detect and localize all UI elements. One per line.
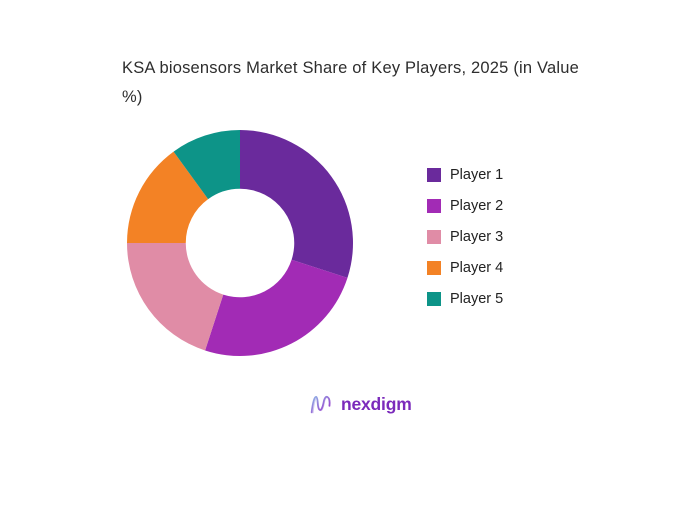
nexdigm-logo: nexdigm (308, 391, 412, 418)
donut-chart-svg (127, 130, 353, 356)
legend-swatch (427, 168, 441, 182)
legend-item-player-2: Player 2 (427, 198, 504, 214)
legend-label: Player 2 (450, 198, 504, 214)
chart-title: KSA biosensors Market Share of Key Playe… (122, 59, 580, 106)
nexdigm-logo-text: nexdigm (341, 394, 412, 414)
chart-legend: Player 1 Player 2 Player 3 Player 4 Player 5 (427, 167, 504, 323)
donut-slice-player-1 (240, 130, 353, 278)
donut-slice-player-2 (205, 259, 348, 356)
legend-item-player-3: Player 3 (427, 229, 504, 245)
donut-slice-player-4 (127, 151, 209, 243)
legend-item-player-1: Player 1 (427, 167, 504, 183)
donut-chart (120, 123, 360, 363)
legend-label: Player 3 (450, 229, 504, 245)
legend-swatch (427, 292, 441, 306)
donut-slice-player-3 (127, 243, 224, 351)
donut-slice-player-5 (173, 130, 240, 200)
legend-swatch (427, 199, 441, 213)
legend-item-player-4: Player 4 (427, 260, 504, 276)
legend-item-player-5: Player 5 (427, 291, 504, 307)
legend-label: Player 4 (450, 260, 504, 276)
legend-label: Player 5 (450, 291, 504, 307)
legend-swatch (427, 261, 441, 275)
legend-label: Player 1 (450, 167, 504, 183)
nexdigm-wave-n-icon (310, 395, 331, 414)
legend-swatch (427, 230, 441, 244)
